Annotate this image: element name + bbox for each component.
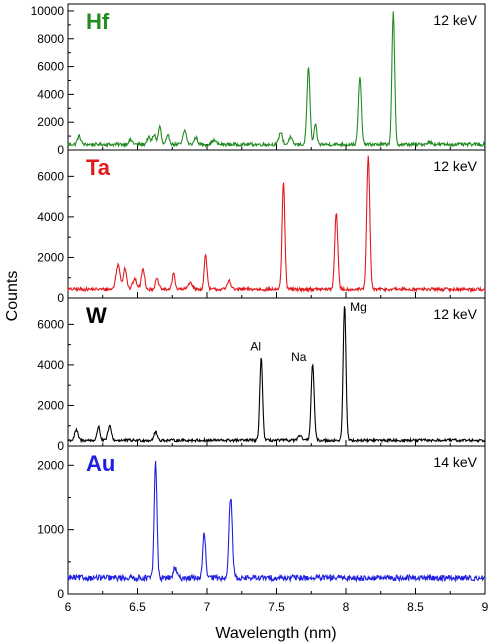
- y-axis-title: Counts: [4, 271, 21, 322]
- y-tick-label: 1000: [37, 523, 64, 537]
- x-tick-label: 6: [65, 600, 72, 614]
- y-tick-label: 6000: [37, 169, 64, 183]
- element-label: Au: [86, 451, 115, 476]
- y-tick-label: 4000: [37, 210, 64, 224]
- panel-ta: 0 2000 4000 6000 Ta 12 keV: [37, 149, 486, 305]
- panel-hf: 0 2000 4000 6000 8000 10000 Hf 12 keV: [31, 3, 486, 157]
- y-tick-label: 4000: [37, 87, 64, 101]
- y-tick-label: 4000: [37, 358, 64, 372]
- peak-label: Al: [250, 340, 261, 354]
- energy-label: 12 keV: [433, 306, 477, 322]
- y-tick-label: 8000: [37, 32, 64, 46]
- peak-label: Na: [291, 350, 307, 364]
- x-axis-tick-labels: 6 6.5 7 7.5 8 8.5 9: [65, 600, 489, 614]
- y-tick-label: 2000: [37, 458, 64, 472]
- y-tick-label: 6000: [37, 317, 64, 331]
- spectrum-line-w: [67, 306, 486, 444]
- x-tick-label: 6.5: [129, 600, 146, 614]
- spectrum-line-au: [67, 460, 486, 583]
- energy-label: 14 keV: [433, 454, 477, 470]
- y-tick-label: 0: [57, 439, 64, 453]
- y-tick-label: 0: [57, 143, 64, 157]
- spectrum-line-ta: [67, 155, 486, 294]
- panel-frame: [67, 3, 486, 151]
- spectrum-line-hf: [67, 11, 486, 149]
- panel-au: 0 1000 2000 Au 14 keV: [37, 445, 486, 601]
- y-tick-label: 2000: [37, 115, 64, 129]
- energy-label: 12 keV: [433, 158, 477, 174]
- y-tick-label: 10000: [31, 4, 65, 18]
- x-tick-label: 7.5: [268, 600, 285, 614]
- element-label: Ta: [86, 155, 111, 180]
- x-tick-label: 9: [482, 600, 489, 614]
- panel-frame: [67, 297, 486, 447]
- peak-label: Mg: [350, 300, 367, 314]
- panel-w: 0 2000 4000 6000 W 12 keV Al Na Mg: [37, 297, 486, 453]
- element-label: Hf: [86, 9, 110, 34]
- x-tick-label: 8.5: [407, 600, 424, 614]
- y-tick-label: 0: [57, 291, 64, 305]
- element-label: W: [86, 303, 107, 328]
- y-tick-label: 2000: [37, 398, 64, 412]
- panel-frame: [67, 445, 486, 595]
- x-tick-label: 7: [204, 600, 211, 614]
- y-tick-label: 6000: [37, 60, 64, 74]
- y-tick-label: 2000: [37, 250, 64, 264]
- energy-label: 12 keV: [433, 12, 477, 28]
- x-tick-label: 8: [343, 600, 350, 614]
- panel-frame: [67, 149, 486, 299]
- y-tick-label: 0: [57, 587, 64, 601]
- x-axis-title: Wavelength (nm): [215, 625, 336, 642]
